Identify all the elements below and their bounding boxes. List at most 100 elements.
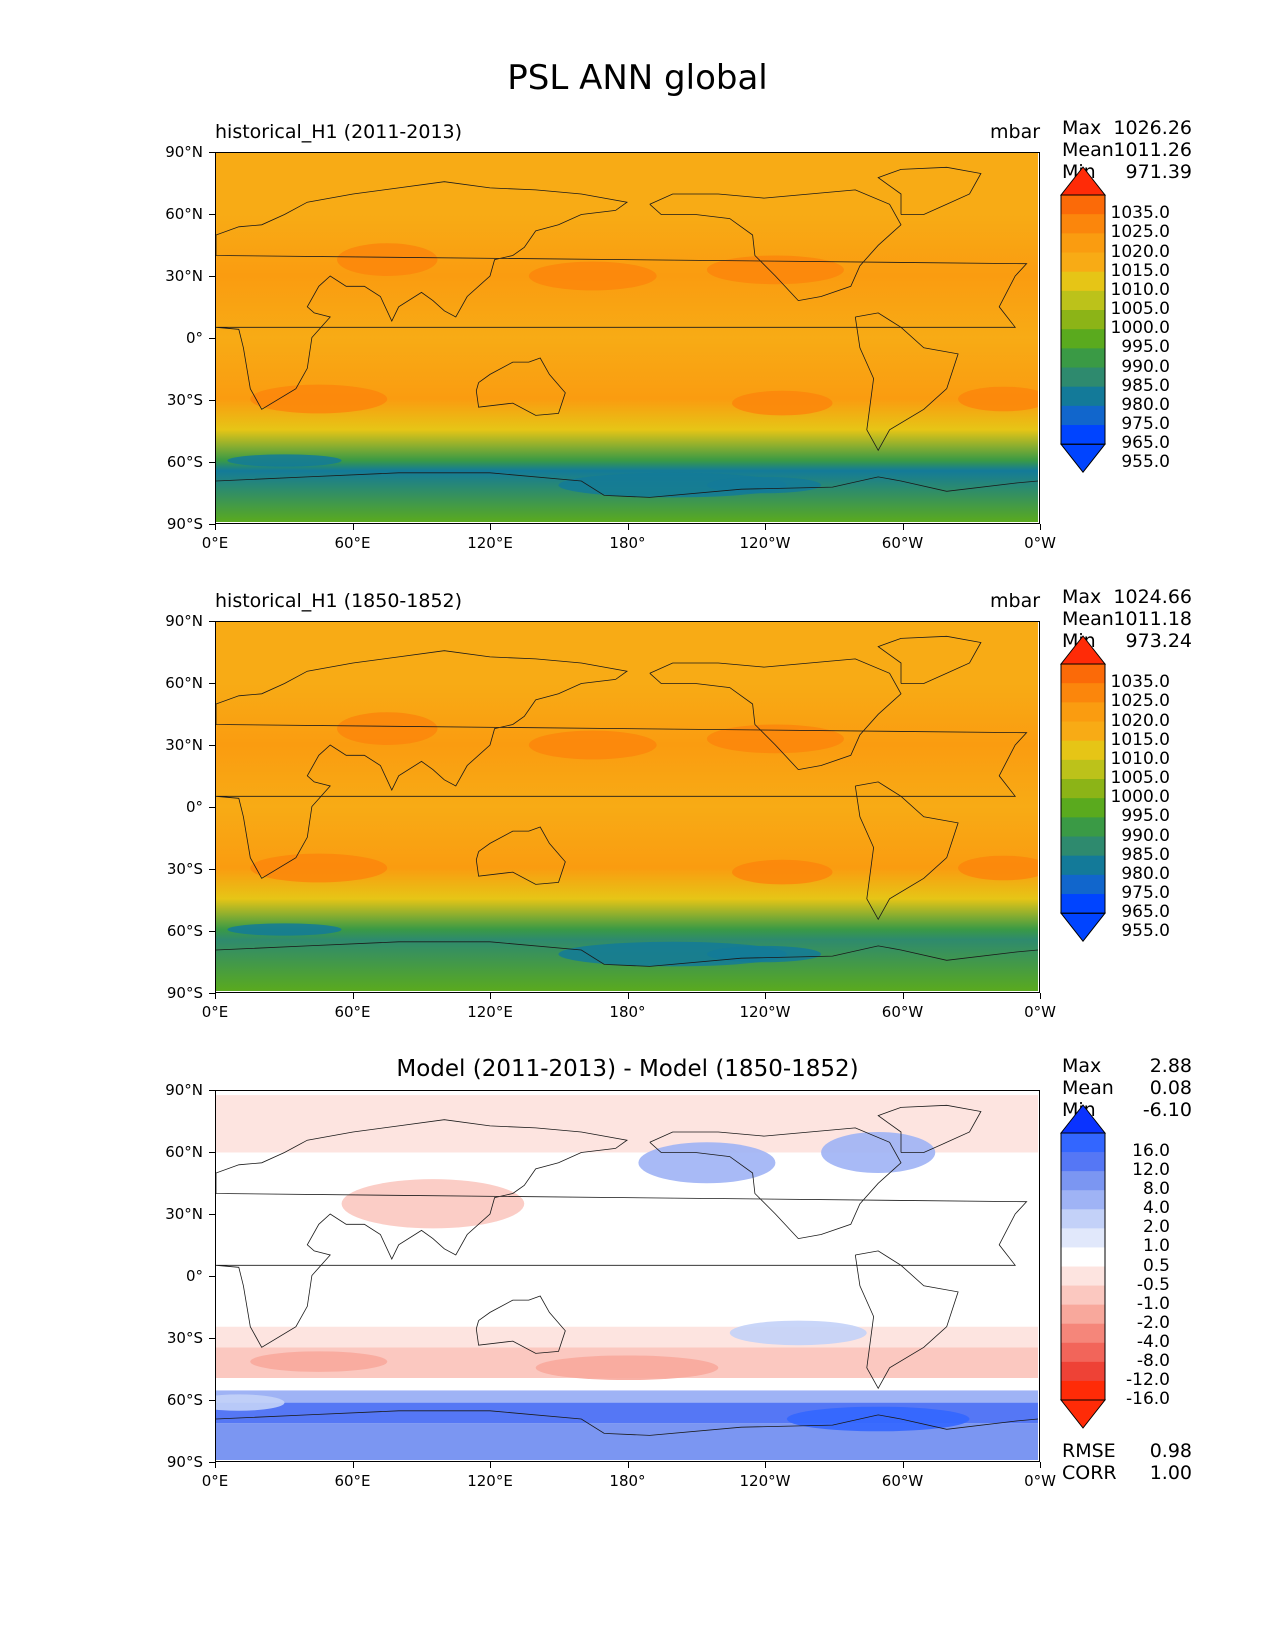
- corr-value: 1.00: [1149, 1462, 1192, 1484]
- stat-mean-label: Mean: [1062, 608, 1114, 630]
- pressure-high-cell: [528, 261, 657, 291]
- x-tick-label: 120°E: [467, 534, 513, 552]
- colorbar-tick-label: 1010.0: [1110, 748, 1170, 769]
- y-tick-label: 60°N: [165, 1143, 203, 1161]
- colorbar-tick-label: -1.0: [1136, 1293, 1170, 1314]
- x-tick-mark: [902, 1462, 904, 1468]
- colorbar-tick-label: 985.0: [1121, 844, 1170, 865]
- colorbar-segment: [1061, 1133, 1105, 1153]
- rmse-corr-box: RMSE 0.98 CORR 1.00: [1062, 1440, 1192, 1484]
- coastline: [216, 650, 1028, 879]
- y-tick-label: 90°N: [165, 1081, 203, 1099]
- colorbar-segment: [1061, 721, 1105, 742]
- y-tick-mark: [209, 1276, 215, 1277]
- colorbar-segment: [1061, 1342, 1105, 1363]
- coastline: [877, 635, 982, 684]
- y-tick-mark: [209, 931, 215, 932]
- x-tick-mark: [215, 1462, 216, 1468]
- x-tick-label: 60°W: [881, 1472, 924, 1490]
- pressure-high-cell: [706, 255, 844, 285]
- stat-min: 973.24: [1125, 630, 1192, 652]
- pressure-high-cell: [958, 386, 1038, 412]
- y-tick-label: 30°S: [166, 391, 203, 409]
- difference-anomaly-cell: [535, 1355, 719, 1381]
- coastline: [854, 1250, 959, 1390]
- difference-anomaly-cell: [786, 1406, 970, 1432]
- panel-historical-1850-1852: historical_H1 (1850-1852) mbar Max 1024.6…: [0, 0, 1275, 993]
- y-tick-label: 0°: [185, 798, 203, 816]
- x-tick-mark: [490, 524, 491, 530]
- x-tick-mark: [215, 524, 216, 530]
- y-tick-mark: [209, 152, 215, 153]
- y-tick-label: 60°S: [166, 453, 203, 471]
- colorbar-segment: [1061, 1266, 1105, 1287]
- coastline: [216, 181, 1028, 410]
- x-tick-mark: [1040, 524, 1041, 530]
- colorbar-segment: [1061, 894, 1105, 914]
- colorbar-segment: [1061, 367, 1105, 388]
- x-tick-mark: [627, 524, 629, 530]
- x-tick-mark: [627, 993, 629, 999]
- x-tick-label: 120°E: [467, 1472, 513, 1490]
- difference-anomaly-cell: [729, 1320, 867, 1346]
- colorbar-segment: [1061, 1304, 1105, 1325]
- colorbar-segment: [1061, 271, 1105, 292]
- colorbar-outline: [1060, 194, 1106, 445]
- y-tick-label: 90°S: [166, 1453, 203, 1471]
- pressure-low-cell: [227, 923, 342, 936]
- y-tick-mark: [209, 338, 215, 339]
- y-tick-label: 60°S: [166, 1391, 203, 1409]
- x-tick-mark: [1040, 1462, 1041, 1468]
- colorbar-segment: [1061, 1190, 1105, 1210]
- y-tick-mark: [209, 621, 215, 622]
- difference-anomaly-cell: [216, 1394, 285, 1411]
- y-tick-mark: [209, 993, 215, 994]
- x-tick-mark: [490, 993, 491, 999]
- x-tick-mark: [902, 993, 904, 999]
- panel-title-left: historical_H1 (1850-1852): [215, 590, 463, 612]
- colorbar: [1059, 166, 1107, 477]
- colorbar-segment: [1061, 1209, 1105, 1229]
- colorbar-tick-label: 1020.0: [1110, 241, 1170, 262]
- x-tick-mark: [765, 524, 766, 530]
- coastline: [475, 826, 566, 885]
- colorbar-tick-label: 965.0: [1121, 902, 1170, 923]
- colorbar-outline: [1060, 1132, 1106, 1401]
- y-tick-mark: [209, 1214, 215, 1215]
- units-label: mbar: [990, 590, 1041, 612]
- colorbar-tick-label: 12.0: [1132, 1160, 1170, 1181]
- colorbar-tick-label: 975.0: [1121, 414, 1170, 435]
- stat-max-label: Max: [1062, 586, 1102, 608]
- stat-mean: 1011.18: [1113, 608, 1192, 630]
- colorbar-tick-label: 0.5: [1142, 1255, 1170, 1276]
- x-tick-label: 0°W: [1024, 1472, 1056, 1490]
- colorbar-tick-label: 16.0: [1132, 1141, 1170, 1162]
- colorbar-tick-label: 980.0: [1121, 863, 1170, 884]
- colorbar-tick-label: 1025.0: [1110, 691, 1170, 712]
- colorbar-tick-label: 8.0: [1142, 1179, 1170, 1200]
- colorbar-tick-label: 995.0: [1121, 806, 1170, 827]
- stat-max-label: Max: [1062, 117, 1102, 139]
- colorbar-segment: [1061, 798, 1105, 818]
- panel-title-left: historical_H1 (2011-2013): [215, 121, 463, 143]
- y-tick-label: 30°N: [165, 736, 203, 754]
- colorbar-segment: [1061, 1323, 1105, 1344]
- x-tick-label: 0°W: [1024, 1003, 1056, 1021]
- pressure-high-cell: [732, 390, 833, 416]
- pressure-low-cell: [227, 454, 342, 467]
- colorbar-tick-label: 985.0: [1121, 375, 1170, 396]
- y-tick-mark: [209, 1462, 215, 1463]
- y-tick-label: 60°N: [165, 674, 203, 692]
- x-tick-label: 180°: [609, 1472, 646, 1490]
- colorbar-tick-label: 1000.0: [1110, 318, 1170, 339]
- colorbar-segment: [1061, 195, 1105, 215]
- x-tick-label: 60°W: [881, 1003, 924, 1021]
- colorbar-segment: [1061, 348, 1105, 369]
- y-tick-mark: [209, 214, 215, 215]
- stat-min: 971.39: [1125, 161, 1192, 183]
- colorbar-tick-label: 2.0: [1142, 1217, 1170, 1238]
- colorbar-segment: [1061, 740, 1105, 761]
- stat-min: -6.10: [1142, 1099, 1192, 1121]
